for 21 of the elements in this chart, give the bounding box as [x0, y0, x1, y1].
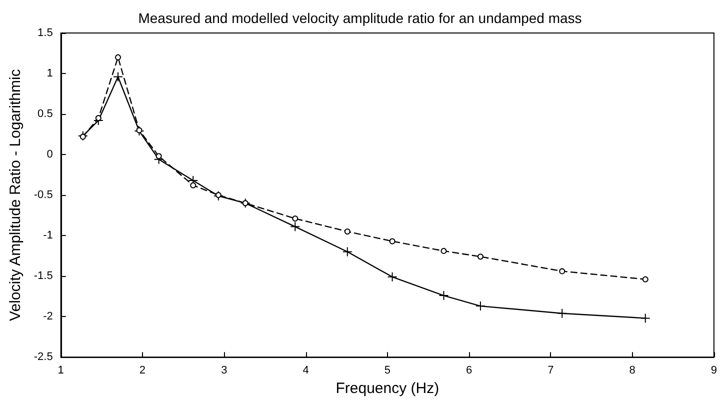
x-tick-label: 8 — [629, 364, 636, 377]
chart-title: Measured and modelled velocity amplitude ratio for an undamped mass — [138, 10, 582, 26]
y-tick-label: 1 — [46, 68, 53, 80]
y-tick-label: -1 — [43, 230, 53, 242]
y-tick-label: -2.5 — [34, 351, 53, 364]
y-tick-label: 0.5 — [38, 108, 53, 120]
y-tick-label: 1.5 — [38, 27, 53, 39]
x-tick-label: 1 — [58, 364, 64, 377]
x-tick-label: 6 — [466, 364, 472, 377]
x-axis-title: Frequency (Hz) — [336, 380, 440, 397]
y-tick-label: -0.5 — [34, 189, 53, 202]
x-tick-label: 2 — [139, 364, 146, 377]
y-axis-title: Velocity Amplitude Ratio - Logarithmic — [7, 68, 24, 321]
x-tick-label: 3 — [221, 364, 228, 377]
y-tick-label: -2 — [43, 310, 53, 323]
y-tick-label: 0 — [46, 148, 53, 161]
x-tick-label: 7 — [548, 364, 554, 377]
y-tick-label: -1.5 — [34, 270, 53, 282]
x-tick-label: 5 — [384, 364, 390, 377]
x-tick-label: 9 — [710, 364, 718, 377]
x-tick-label: 4 — [302, 364, 309, 377]
